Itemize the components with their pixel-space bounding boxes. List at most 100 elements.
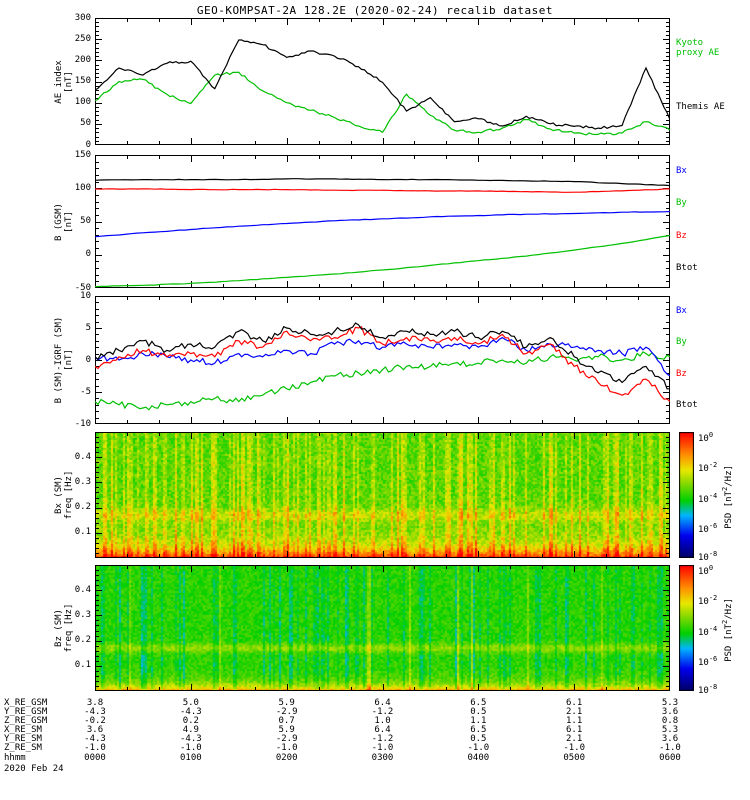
panel-axes — [95, 432, 670, 558]
psd-label-part: PSD [nT — [724, 490, 734, 529]
time-tick-label: 0600 — [659, 753, 681, 763]
ephemeris-row-label: X_RE_SM — [4, 725, 42, 735]
legend-item: Themis AE — [676, 102, 725, 112]
psd-label-part: /Hz] — [724, 465, 734, 487]
b-gsm-plot — [95, 155, 670, 288]
legend-label-line: Btot — [676, 399, 698, 410]
legend-item: Bz — [676, 231, 687, 241]
axis-label-line: freq [Hz] — [64, 603, 74, 653]
axis-label-line: Bz (SM) — [54, 609, 64, 647]
ephemeris-value: -1.0 — [467, 743, 490, 753]
colorbar-tick-base: 10 — [698, 553, 709, 564]
ephemeris-value: 5.3 — [661, 698, 679, 708]
panel-axes — [95, 565, 670, 691]
y-tick-label: 50 — [80, 216, 91, 226]
colorbar-tick-label: 10-4 — [698, 625, 717, 638]
y-tick-label: 0.1 — [74, 527, 91, 538]
ephemeris-value: -1.0 — [275, 743, 298, 753]
time-tick-label: 0200 — [275, 753, 298, 763]
bz-sm-freq-axis-label: Bz (SM) freq [Hz] — [54, 528, 74, 728]
colorbar-tick-base: 10 — [698, 657, 709, 668]
psd-label-part: 2 — [721, 486, 729, 491]
ephemeris-value: 6.4 — [374, 698, 391, 708]
legend-label-line: Bz — [676, 230, 687, 241]
y-tick-label: 10 — [80, 290, 91, 301]
psd-label-part: /Hz] — [724, 598, 734, 620]
ephemeris-value: 1.1 — [566, 716, 583, 726]
ephemeris-value: 5.9 — [278, 725, 295, 735]
y-tick-label: 0 — [85, 249, 91, 260]
ephemeris-value: 6.4 — [374, 725, 391, 735]
legend-label-line: Kyoto — [676, 38, 704, 49]
series-btot — [95, 178, 670, 187]
colorbar-tick-exponent: -8 — [708, 683, 718, 692]
colorbar-tick-label: 100 — [698, 564, 713, 577]
legend-item: By — [676, 337, 687, 347]
ephemeris-value: -4.3 — [179, 707, 202, 717]
colorbar-tick-exponent: -6 — [708, 654, 718, 663]
colorbar-tick-exponent: -2 — [708, 594, 718, 603]
y-tick-label: 100 — [74, 97, 91, 108]
series-themis-ae — [95, 39, 670, 130]
y-tick-label: 0.4 — [74, 584, 91, 595]
series-bx — [95, 210, 670, 238]
colorbar-tick-label: 100 — [698, 431, 713, 444]
bz-psd-colorbar-label: PSD [nT2/Hz] — [720, 530, 734, 730]
ephemeris-value: 1.1 — [470, 716, 487, 726]
series-bz — [95, 188, 670, 193]
ephemeris-value: 0.8 — [661, 716, 679, 726]
bx-psd-colorbar — [679, 432, 694, 558]
y-tick-label: 0.3 — [74, 476, 91, 487]
ephemeris-value: 0.5 — [470, 734, 487, 744]
colorbar-tick-label: 10-6 — [698, 522, 717, 535]
y-tick-label: 250 — [74, 33, 91, 44]
y-tick-label: 50 — [80, 118, 91, 129]
ephemeris-value: 4.9 — [182, 725, 199, 735]
ephemeris-value: 0.5 — [470, 707, 487, 717]
legend-item: Bx — [676, 306, 687, 316]
psd-label-part: 2 — [721, 619, 729, 624]
ephemeris-value: 6.1 — [566, 698, 583, 708]
legend-item: Bx — [676, 166, 687, 176]
colorbar-tick-exponent: 0 — [708, 563, 714, 572]
legend-item: Kyoto proxy AE — [676, 38, 719, 58]
ephemeris-value: 0.2 — [182, 716, 199, 726]
ephemeris-row-label: Y_RE_GSM — [4, 707, 48, 717]
colorbar-tick-label: 10-6 — [698, 655, 717, 668]
y-tick-label: 0 — [85, 139, 91, 150]
colorbar-tick-exponent: -4 — [708, 624, 718, 633]
spectrogram-image — [95, 432, 670, 558]
panel-axes — [95, 296, 670, 424]
legend-label-line: Bz — [676, 368, 687, 379]
legend-label-line: Themis AE — [676, 101, 725, 112]
ephemeris-value: 6.1 — [566, 725, 583, 735]
time-tick-label: 0100 — [179, 753, 202, 763]
ephemeris-value: 2.1 — [566, 707, 583, 717]
legend-label-line: Btot — [676, 262, 698, 273]
legend-label-line: Bx — [676, 165, 687, 176]
legend-item: Bz — [676, 369, 687, 379]
colorbar-tick-base: 10 — [698, 524, 709, 535]
y-tick-label: 300 — [74, 12, 91, 23]
ephemeris-row-label: Y_RE_SM — [4, 734, 42, 744]
y-tick-label: 150 — [74, 149, 91, 160]
spectrogram-image — [95, 565, 670, 691]
ephemeris-value: -1.0 — [84, 743, 106, 753]
y-tick-label: 200 — [74, 54, 91, 65]
time-axis-label: hhmm — [4, 753, 26, 763]
y-tick-label: 0.3 — [74, 609, 91, 620]
colorbar-tick-exponent: -6 — [708, 521, 718, 530]
legend-item: By — [676, 198, 687, 208]
ephemeris-value: 2.1 — [566, 734, 583, 744]
y-tick-label: 0.1 — [74, 660, 91, 671]
legend-label-line: Bx — [676, 306, 687, 317]
ephemeris-value: -1.0 — [371, 743, 394, 753]
ephemeris-value: 3.6 — [661, 734, 679, 744]
legend-item: Btot — [676, 400, 698, 410]
time-tick-label: 0300 — [371, 753, 394, 763]
legend-label-line: By — [676, 336, 687, 347]
series-bx — [95, 336, 670, 377]
series-btot — [95, 322, 670, 390]
ephemeris-value: -2.9 — [275, 707, 298, 717]
y-tick-label: -10 — [74, 418, 91, 429]
